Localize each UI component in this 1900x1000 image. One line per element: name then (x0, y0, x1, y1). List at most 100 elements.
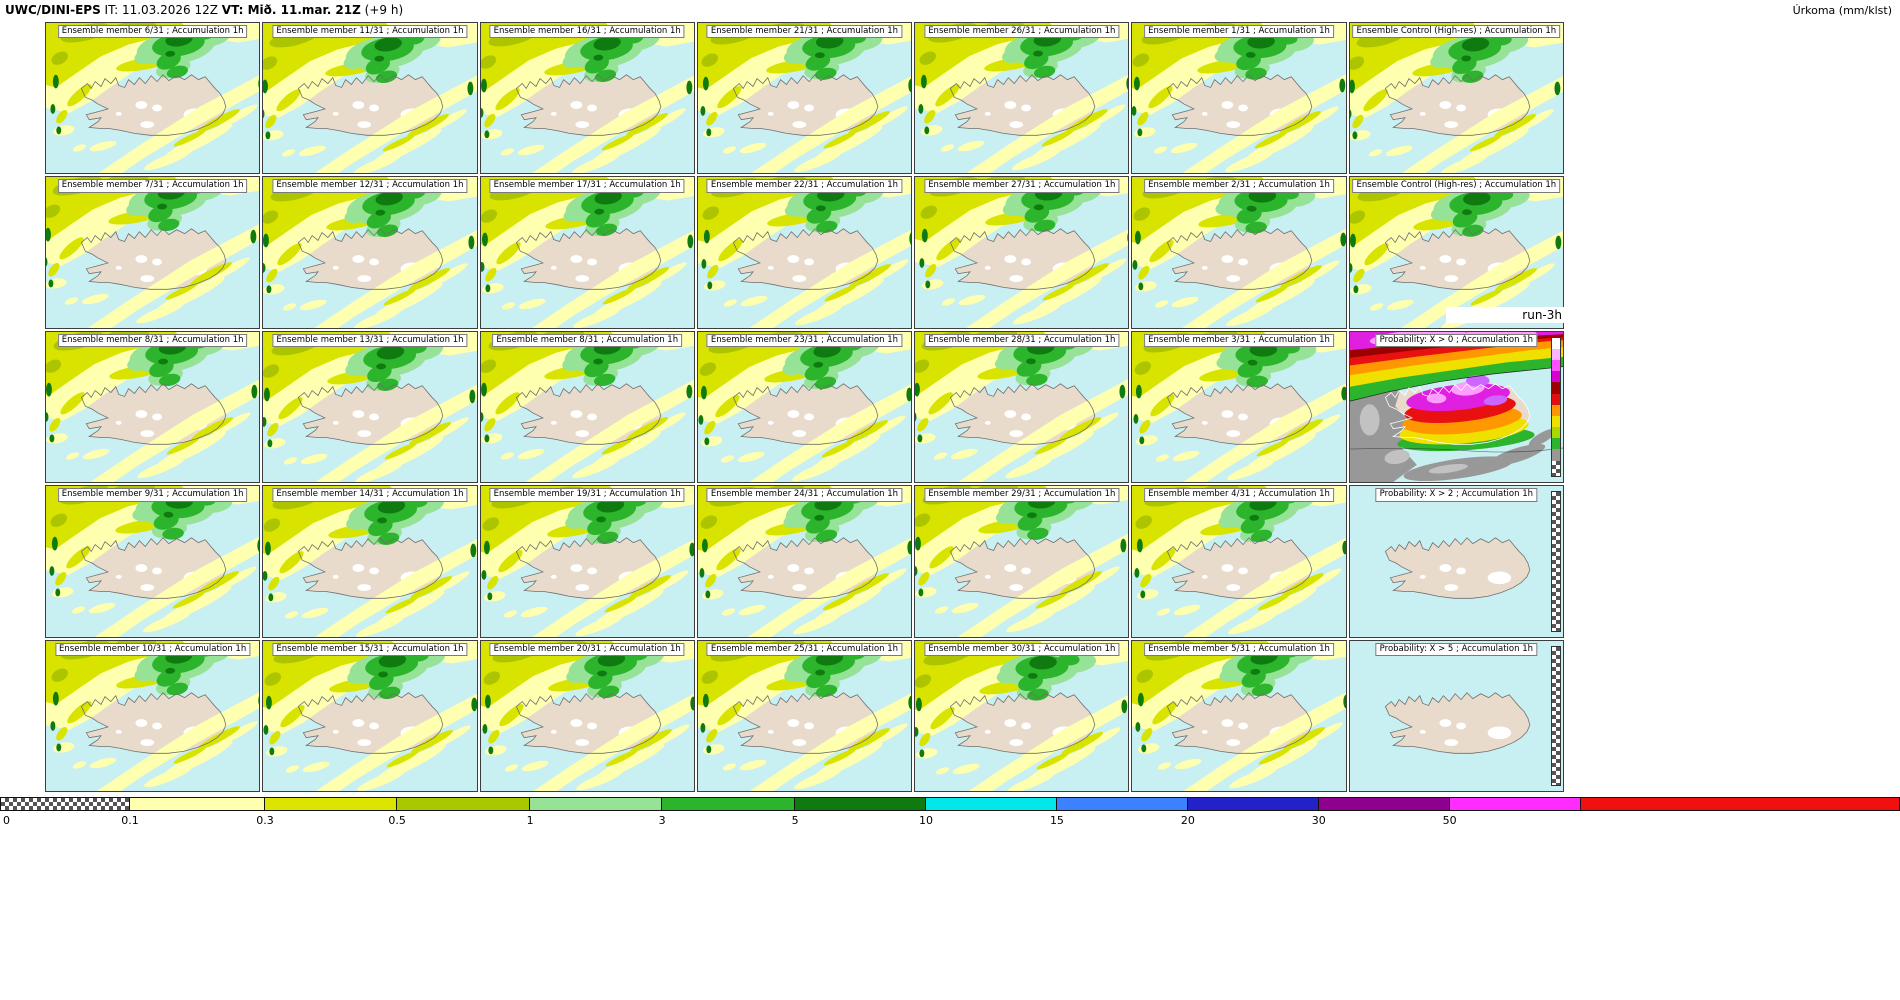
panel-title: Ensemble member 1/31 ; Accumulation 1h (1144, 25, 1334, 39)
panel-title: Ensemble member 19/31 ; Accumulation 1h (489, 488, 685, 502)
map-panel-r3c6: Ensemble member 3/31 ; Accumulation 1h (1131, 330, 1347, 484)
map-panel-r5c6: Ensemble member 5/31 ; Accumulation 1h (1131, 639, 1347, 792)
map-svg (697, 177, 912, 328)
map-panel-r3c1: Ensemble member 8/31 ; Accumulation 1h (45, 330, 261, 484)
panel-title: Ensemble member 12/31 ; Accumulation 1h (272, 179, 468, 193)
map-svg (1132, 640, 1346, 791)
map-panel-r4c6: Ensemble member 4/31 ; Accumulation 1h (1131, 485, 1347, 638)
legend-segment: 50 (1443, 798, 1581, 827)
map-svg (46, 177, 260, 328)
panel-title: Ensemble member 7/31 ; Accumulation 1h (57, 179, 248, 193)
map-panel-r4c1: Ensemble member 9/31 ; Accumulation 1h (45, 485, 261, 638)
panel-title: Ensemble member 22/31 ; Accumulation 1h (706, 179, 903, 193)
legend-segment: 20 (1181, 798, 1319, 827)
probability-colorbar (1551, 336, 1561, 478)
map-panel-r4c3: Ensemble member 19/31 ; Accumulation 1h (479, 485, 695, 638)
panel-title: Ensemble member 30/31 ; Accumulation 1h (924, 642, 1120, 657)
panel-title: Ensemble member 27/31 ; Accumulation 1h (924, 179, 1120, 193)
legend-tick-label: 0.5 (388, 814, 406, 827)
legend-tick-label: 5 (791, 814, 799, 827)
map-panel-r2c5: Ensemble member 27/31 ; Accumulation 1h (914, 176, 1130, 329)
legend-tick-label: 1 (526, 814, 534, 827)
probability-colorbar-gray (1551, 491, 1561, 632)
map-panel-r1c6: Ensemble member 1/31 ; Accumulation 1h (1131, 22, 1347, 175)
legend-tick-label: 15 (1049, 814, 1064, 827)
map-svg (1132, 177, 1346, 328)
map-panel-r1c5: Ensemble member 26/31 ; Accumulation 1h (914, 22, 1130, 175)
map-panel-r3c4: Ensemble member 23/31 ; Accumulation 1h (696, 330, 913, 484)
ensemble-grid: Ensemble member 6/31 ; Accumulation 1h En… (45, 22, 1564, 792)
legend-segment: 0 (0, 798, 130, 827)
map-panel-r4c7: Probability: X > 2 ; Accumulation 1h (1348, 485, 1564, 638)
map-svg (915, 486, 1129, 637)
panel-title: Probability: X > 0 ; Accumulation 1h (1375, 333, 1538, 348)
legend-tick-label: 0.3 (256, 814, 274, 827)
panel-title: Ensemble member 6/31 ; Accumulation 1h (57, 25, 248, 39)
map-svg (1349, 177, 1563, 328)
legend-segment: 30 (1312, 798, 1450, 827)
panel-title: Ensemble member 14/31 ; Accumulation 1h (272, 488, 468, 502)
map-panel-r1c2: Ensemble member 11/31 ; Accumulation 1h (262, 22, 478, 175)
map-svg (697, 640, 912, 791)
map-svg (46, 331, 260, 483)
map-panel-r3c5: Ensemble member 28/31 ; Accumulation 1h (914, 330, 1130, 484)
map-panel-r5c1: Ensemble member 10/31 ; Accumulation 1h (45, 639, 261, 792)
map-svg (915, 640, 1129, 791)
map-panel-r5c7: Probability: X > 5 ; Accumulation 1h (1348, 639, 1564, 792)
map-svg (263, 23, 477, 174)
map-panel-r5c4: Ensemble member 25/31 ; Accumulation 1h (696, 639, 913, 792)
map-svg (480, 23, 694, 174)
map-panel-r1c1: Ensemble member 6/31 ; Accumulation 1h (45, 22, 261, 175)
run-offset-label: run-3h (1446, 307, 1564, 323)
panel-title: Ensemble member 9/31 ; Accumulation 1h (57, 488, 248, 502)
panel-title: Ensemble member 20/31 ; Accumulation 1h (489, 642, 685, 657)
panel-title: Ensemble member 29/31 ; Accumulation 1h (924, 488, 1120, 502)
map-panel-r4c5: Ensemble member 29/31 ; Accumulation 1h (914, 485, 1130, 638)
panel-title: Ensemble member 28/31 ; Accumulation 1h (924, 333, 1120, 348)
legend-tick-label: 30 (1311, 814, 1326, 827)
panel-title: Probability: X > 5 ; Accumulation 1h (1375, 642, 1538, 657)
map-svg (915, 331, 1129, 483)
model-name: UWC/DINI-EPS (5, 3, 101, 17)
panel-title: Ensemble member 25/31 ; Accumulation 1h (706, 642, 903, 657)
legend-segment: 15 (1050, 798, 1188, 827)
panel-title: Ensemble member 24/31 ; Accumulation 1h (706, 488, 903, 502)
probability-colorbar-gray (1551, 645, 1561, 786)
map-panel-r5c5: Ensemble member 30/31 ; Accumulation 1h (914, 639, 1130, 792)
map-panel-r1c4: Ensemble member 21/31 ; Accumulation 1h (696, 22, 913, 175)
map-svg (697, 23, 912, 174)
map-panel-r2c6: Ensemble member 2/31 ; Accumulation 1h (1131, 176, 1347, 329)
panel-title: Ensemble member 26/31 ; Accumulation 1h (924, 25, 1120, 39)
panel-title: Probability: X > 2 ; Accumulation 1h (1375, 488, 1538, 502)
lead-offset-label: (+9 h) (364, 3, 404, 17)
legend-segment (1580, 798, 1900, 810)
panel-title: Ensemble member 13/31 ; Accumulation 1h (272, 333, 468, 348)
header-title: UWC/DINI-EPS IT: 11.03.2026 12Z VT: Mið.… (5, 3, 403, 17)
map-svg (1132, 331, 1346, 483)
map-panel-r1c7: Ensemble Control (High-res) ; Accumulati… (1348, 22, 1564, 175)
legend-tick-label: 0.1 (121, 814, 139, 827)
panel-title: Ensemble member 3/31 ; Accumulation 1h (1144, 333, 1334, 348)
legend-segment: 0.1 (121, 798, 266, 827)
map-panel-r2c4: Ensemble member 22/31 ; Accumulation 1h (696, 176, 913, 329)
map-panel-r5c3: Ensemble member 20/31 ; Accumulation 1h (479, 639, 695, 792)
map-panel-r5c2: Ensemble member 15/31 ; Accumulation 1h (262, 639, 478, 792)
panel-title: Ensemble member 5/31 ; Accumulation 1h (1144, 642, 1334, 657)
panel-title: Ensemble Control (High-res) ; Accumulati… (1352, 25, 1561, 39)
map-panel-r3c2: Ensemble member 13/31 ; Accumulation 1h (262, 330, 478, 484)
map-svg (915, 177, 1129, 328)
map-panel-r4c2: Ensemble member 14/31 ; Accumulation 1h (262, 485, 478, 638)
map-svg (697, 331, 912, 483)
unit-label: Úrkoma (mm/klst) (1792, 4, 1892, 17)
panel-title: Ensemble member 17/31 ; Accumulation 1h (489, 179, 685, 193)
map-svg (697, 486, 912, 637)
panel-title: Ensemble member 8/31 ; Accumulation 1h (492, 333, 683, 348)
panel-title: Ensemble member 2/31 ; Accumulation 1h (1144, 179, 1334, 193)
map-svg (915, 23, 1129, 174)
map-svg (263, 640, 477, 791)
map-svg (263, 486, 477, 637)
legend-colorbar: 0 0.1 0.3 0.5 1 3 5 10 15 20 30 50 (0, 797, 1900, 827)
map-svg (1349, 640, 1563, 791)
panel-title: Ensemble member 11/31 ; Accumulation 1h (272, 25, 468, 39)
